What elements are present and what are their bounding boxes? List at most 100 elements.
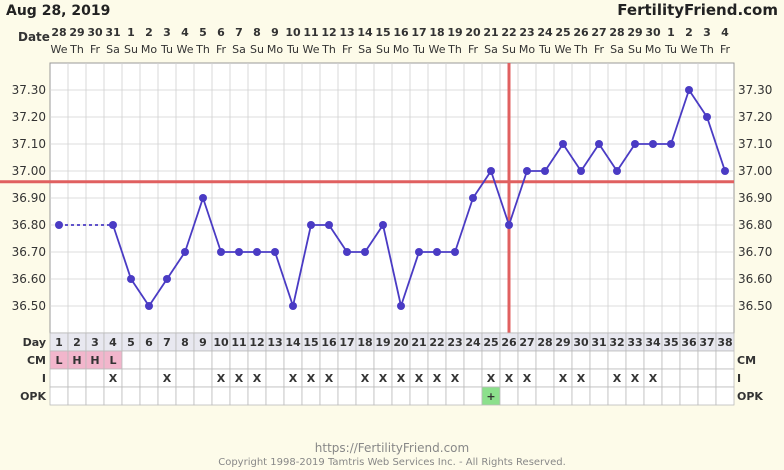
intercourse-cell: [193, 368, 213, 388]
y-tick-left: 36.50: [12, 299, 46, 313]
date-label: 13: [339, 26, 354, 39]
intercourse-cell-value: X: [487, 372, 496, 385]
day-cell-value: 2: [73, 336, 81, 349]
date-label: 30: [645, 26, 661, 39]
opk-cell: [229, 386, 249, 406]
opk-cell: [373, 386, 393, 406]
temperature-line-segment: [508, 170, 528, 226]
date-label: 7: [235, 26, 243, 39]
intercourse-cell-value: X: [451, 372, 460, 385]
opk-cell: [355, 386, 375, 406]
y-tick-right: 37.10: [738, 137, 772, 151]
temperature-line-segment: [364, 224, 384, 253]
opk-cell: [409, 386, 429, 406]
opk-cell-value: +: [486, 390, 495, 403]
temperature-point: [541, 167, 549, 175]
cm-cell: [661, 350, 681, 370]
date-label: 18: [429, 26, 444, 39]
opk-row-label-right: OPK: [737, 390, 763, 403]
temperature-line-segment: [562, 143, 582, 172]
temperature-line-segment: [382, 224, 402, 307]
y-tick-right: 36.90: [738, 191, 772, 205]
temperature-point: [451, 248, 459, 256]
cm-cell: [355, 350, 375, 370]
weekday-label: Mo: [267, 43, 283, 56]
temperature-line-segment: [688, 89, 708, 118]
weekday-label: Fr: [216, 43, 227, 56]
intercourse-cell-value: X: [613, 372, 622, 385]
intercourse-cell-value: X: [577, 372, 586, 385]
date-label: 30: [87, 26, 103, 39]
cm-cell: [193, 350, 213, 370]
opk-cell: [301, 386, 321, 406]
date-label: 4: [181, 26, 189, 39]
day-cell-value: 8: [181, 336, 189, 349]
day-cell-value: 9: [199, 336, 207, 349]
day-cell-value: 31: [591, 336, 606, 349]
weekday-label: Tu: [412, 43, 425, 56]
date-label: 31: [105, 26, 120, 39]
temperature-line-segment: [112, 224, 132, 280]
footer-url[interactable]: https://FertilityFriend.com: [315, 441, 469, 455]
intercourse-cell: [337, 368, 357, 388]
weekday-label: Mo: [645, 43, 661, 56]
temperature-line-segment: [184, 197, 204, 253]
date-label: 28: [51, 26, 66, 39]
cm-cell: [175, 350, 195, 370]
y-tick-right: 36.50: [738, 299, 772, 313]
temperature-line-segment: [148, 278, 168, 307]
weekday-label: Tu: [538, 43, 551, 56]
cm-cell: [283, 350, 303, 370]
weekday-label: Mo: [141, 43, 157, 56]
cm-cell: [157, 350, 177, 370]
opk-cell: [589, 386, 609, 406]
y-tick-right: 37.30: [738, 83, 772, 97]
opk-cell: [319, 386, 339, 406]
date-label: 14: [357, 26, 373, 39]
cm-cell: [445, 350, 465, 370]
opk-cell: [211, 386, 231, 406]
cm-cell: [265, 350, 285, 370]
cm-cell-value: H: [90, 354, 99, 367]
weekday-label: Th: [321, 43, 336, 56]
temperature-line-segment: [400, 251, 420, 307]
intercourse-cell-value: X: [523, 372, 532, 385]
temperature-line-segment: [328, 224, 348, 253]
temperature-point: [649, 140, 657, 148]
cm-cell: [715, 350, 735, 370]
date-label: 16: [393, 26, 409, 39]
opk-cell: [499, 386, 519, 406]
y-tick-left: 37.10: [12, 137, 46, 151]
opk-cell: [643, 386, 663, 406]
cm-row-label-right: CM: [737, 354, 756, 367]
intercourse-cell-value: X: [559, 372, 568, 385]
temperature-point: [667, 140, 675, 148]
weekday-label: Fr: [468, 43, 479, 56]
date-label: 29: [69, 26, 84, 39]
intercourse-row-label: I: [42, 372, 46, 385]
temperature-line-segment: [166, 251, 186, 280]
intercourse-cell: [121, 368, 141, 388]
cm-cell: [121, 350, 141, 370]
cm-cell: [373, 350, 393, 370]
intercourse-cell-value: X: [109, 372, 118, 385]
date-label: 22: [501, 26, 516, 39]
intercourse-cell: [139, 368, 159, 388]
day-cell-value: 32: [609, 336, 624, 349]
temperature-point: [235, 248, 243, 256]
temperature-line-segment: [490, 170, 510, 226]
day-cell-value: 1: [55, 336, 63, 349]
intercourse-cell: [67, 368, 87, 388]
temperature-point: [415, 248, 423, 256]
temperature-point: [199, 194, 207, 202]
intercourse-cell: [265, 368, 285, 388]
day-cell-value: 14: [285, 336, 301, 349]
weekday-label: Su: [250, 43, 264, 56]
intercourse-cell: [175, 368, 195, 388]
weekday-label: Th: [69, 43, 84, 56]
cm-cell: [409, 350, 429, 370]
temperature-point: [361, 248, 369, 256]
day-cell-value: 37: [699, 336, 714, 349]
weekday-label: Sa: [232, 43, 246, 56]
weekday-label: Fr: [720, 43, 731, 56]
